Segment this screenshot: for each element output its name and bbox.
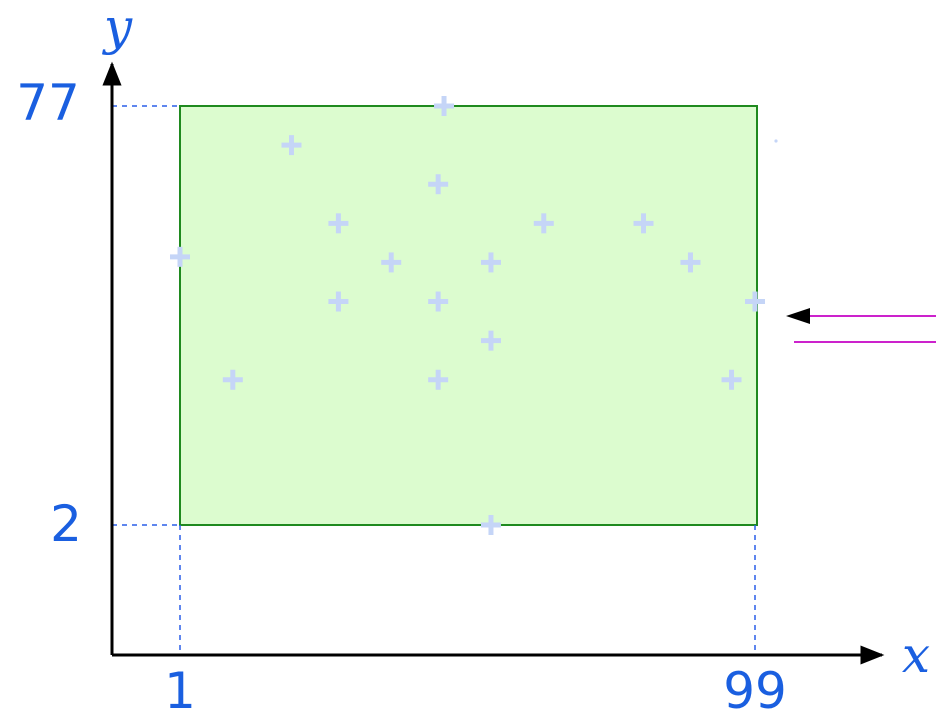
x-axis-label: x: [902, 626, 930, 684]
y-min-label: 2: [50, 495, 82, 553]
x-max-label: 99: [723, 662, 787, 715]
x-min-label: 1: [164, 662, 196, 715]
indicator-arrow: [786, 308, 936, 343]
plus-point-6: [381, 252, 402, 273]
plus-point-11: [328, 291, 349, 312]
plus-point-18: [480, 515, 501, 535]
plus-point-13: [745, 291, 765, 312]
plus-point-12: [428, 291, 449, 312]
plus-point-4: [170, 246, 190, 267]
points-layer: [170, 96, 765, 535]
plus-point-5: [328, 213, 349, 234]
plus-point-1: [434, 96, 455, 116]
plus-point-7: [480, 252, 501, 273]
plus-point-16: [428, 369, 449, 390]
guide-lines: [112, 105, 756, 655]
plus-point-3: [428, 174, 449, 195]
plus-point-10: [680, 252, 701, 273]
plus-point-2: [281, 135, 302, 156]
plus-point-14: [480, 330, 501, 351]
stray-dot: [774, 139, 778, 143]
range-rectangle: [179, 105, 758, 526]
y-max-label: 77: [16, 74, 80, 132]
plus-point-9: [633, 213, 654, 234]
plus-point-17: [721, 369, 742, 390]
indicator-arrowhead: [786, 308, 810, 324]
plus-point-8: [533, 213, 554, 234]
plus-point-15: [222, 369, 243, 390]
y-axis-label: y: [102, 0, 133, 56]
